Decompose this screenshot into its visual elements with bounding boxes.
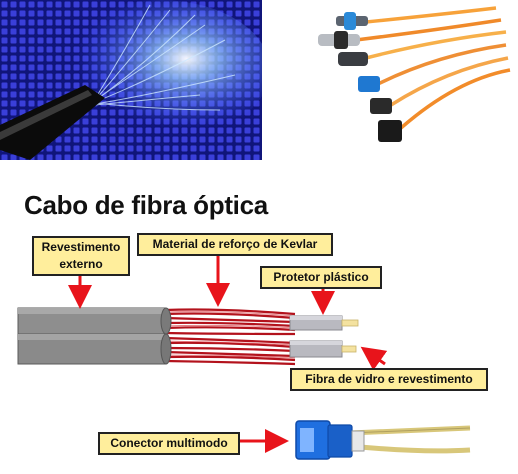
label-plastic-buffer: Protetor plástico (260, 266, 382, 289)
label-connector: Conector multimodo (98, 432, 240, 455)
label-outer-jacket-line2: externo (59, 257, 103, 271)
label-outer-jacket-line1: Revestimento (41, 240, 121, 254)
patch-cables-photo (296, 0, 518, 160)
label-kevlar: Material de reforço de Kevlar (137, 233, 333, 256)
label-outer-jacket: Revestimento externo (32, 236, 130, 276)
glass-fiber-2 (341, 345, 357, 353)
glass-fiber-1 (341, 319, 359, 327)
kevlar-strands (164, 308, 296, 366)
fiber-bundle-photo (0, 0, 262, 160)
label-glass-fiber: Fibra de vidro e revestimento (290, 368, 488, 391)
arrow-glass (360, 346, 388, 371)
cable-diagram (17, 252, 471, 460)
connector-drawing (295, 420, 471, 460)
diagram-title: Cabo de fibra óptica (24, 190, 268, 220)
